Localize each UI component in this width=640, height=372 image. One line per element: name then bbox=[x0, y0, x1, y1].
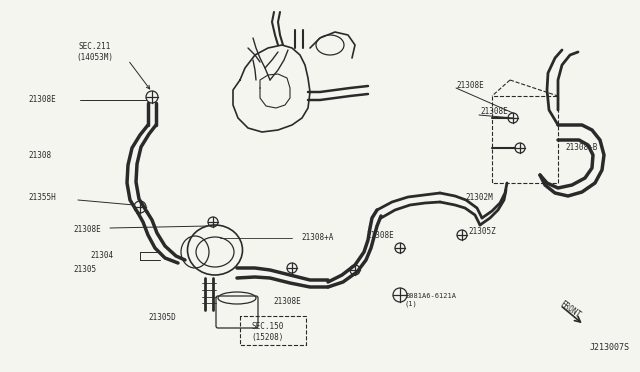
Text: 21308E: 21308E bbox=[480, 108, 508, 116]
Text: 21304: 21304 bbox=[90, 250, 113, 260]
Text: 21305: 21305 bbox=[73, 266, 96, 275]
Text: 21308+A: 21308+A bbox=[302, 234, 334, 243]
Text: SEC.150
(15208): SEC.150 (15208) bbox=[252, 322, 284, 342]
Text: 21308E: 21308E bbox=[73, 225, 100, 234]
Text: B081A6-6121A
(1): B081A6-6121A (1) bbox=[405, 293, 456, 307]
Text: 21308E: 21308E bbox=[28, 96, 56, 105]
Text: FRONT: FRONT bbox=[558, 300, 582, 320]
Text: 21308E: 21308E bbox=[273, 298, 301, 307]
Text: 21308: 21308 bbox=[28, 151, 51, 160]
Text: 21305D: 21305D bbox=[148, 314, 176, 323]
Text: 21308+B: 21308+B bbox=[565, 144, 597, 153]
Text: J213007S: J213007S bbox=[590, 343, 630, 353]
Text: 21355H: 21355H bbox=[28, 193, 56, 202]
Text: 21305Z: 21305Z bbox=[468, 228, 496, 237]
Text: 21308E: 21308E bbox=[456, 80, 484, 90]
Text: 21308E: 21308E bbox=[366, 231, 394, 240]
Text: 21302M: 21302M bbox=[465, 192, 493, 202]
Text: SEC.211
(14053M): SEC.211 (14053M) bbox=[77, 42, 113, 62]
